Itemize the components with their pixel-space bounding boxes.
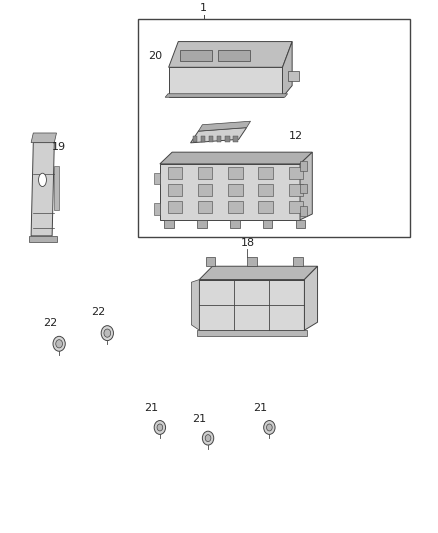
Polygon shape	[31, 142, 54, 236]
Bar	[233, 136, 238, 142]
Bar	[289, 200, 303, 213]
Text: 19: 19	[52, 142, 66, 152]
Bar	[193, 136, 197, 142]
Bar	[228, 166, 243, 179]
Bar	[198, 183, 212, 196]
Polygon shape	[160, 152, 312, 164]
Bar	[258, 183, 273, 196]
Polygon shape	[199, 279, 304, 330]
Bar	[230, 220, 240, 228]
Bar	[217, 136, 222, 142]
Bar	[263, 220, 272, 228]
Ellipse shape	[39, 173, 46, 187]
Bar	[300, 206, 307, 215]
Polygon shape	[300, 152, 312, 220]
Circle shape	[266, 424, 272, 431]
Circle shape	[264, 421, 275, 434]
Bar	[138, 19, 410, 237]
Polygon shape	[31, 133, 57, 142]
Polygon shape	[247, 257, 257, 266]
Text: 18: 18	[240, 238, 254, 248]
Bar	[228, 183, 243, 196]
Circle shape	[53, 336, 65, 351]
Text: 21: 21	[254, 403, 268, 413]
Polygon shape	[206, 257, 215, 266]
Bar	[168, 183, 182, 196]
Polygon shape	[191, 279, 199, 330]
Polygon shape	[54, 166, 59, 210]
Polygon shape	[180, 50, 212, 61]
Bar	[198, 166, 212, 179]
Polygon shape	[29, 236, 57, 242]
Bar	[168, 166, 182, 179]
Polygon shape	[197, 330, 307, 336]
Circle shape	[154, 421, 166, 434]
Polygon shape	[198, 121, 251, 131]
Polygon shape	[293, 257, 303, 266]
Bar	[289, 166, 303, 179]
Polygon shape	[304, 266, 318, 330]
Bar	[258, 166, 273, 179]
Bar	[258, 200, 273, 213]
Bar	[164, 220, 174, 228]
Text: 1: 1	[200, 3, 207, 13]
Bar	[300, 183, 307, 193]
Circle shape	[56, 340, 63, 348]
Text: 22: 22	[92, 307, 106, 317]
Text: 21: 21	[192, 414, 206, 424]
Polygon shape	[160, 164, 300, 220]
Bar	[209, 136, 213, 142]
Bar	[228, 200, 243, 213]
Polygon shape	[288, 71, 299, 81]
Circle shape	[104, 329, 111, 337]
Text: 21: 21	[144, 403, 158, 413]
Bar	[289, 183, 303, 196]
Polygon shape	[169, 42, 292, 67]
Bar	[168, 200, 182, 213]
Circle shape	[205, 435, 211, 441]
Text: 22: 22	[43, 318, 57, 328]
Bar	[296, 220, 305, 228]
Polygon shape	[199, 266, 318, 279]
Text: 12: 12	[289, 131, 303, 141]
Bar	[198, 200, 212, 213]
Polygon shape	[218, 50, 250, 61]
Bar	[201, 136, 205, 142]
Polygon shape	[283, 42, 292, 97]
Circle shape	[101, 326, 113, 341]
Bar	[154, 173, 160, 184]
Circle shape	[157, 424, 163, 431]
Text: 20: 20	[148, 51, 162, 61]
Circle shape	[202, 431, 214, 445]
Bar	[197, 220, 207, 228]
Polygon shape	[169, 67, 283, 97]
Bar	[154, 203, 160, 214]
Polygon shape	[191, 127, 247, 143]
Bar	[225, 136, 230, 142]
Bar	[300, 161, 307, 171]
Polygon shape	[165, 94, 288, 97]
